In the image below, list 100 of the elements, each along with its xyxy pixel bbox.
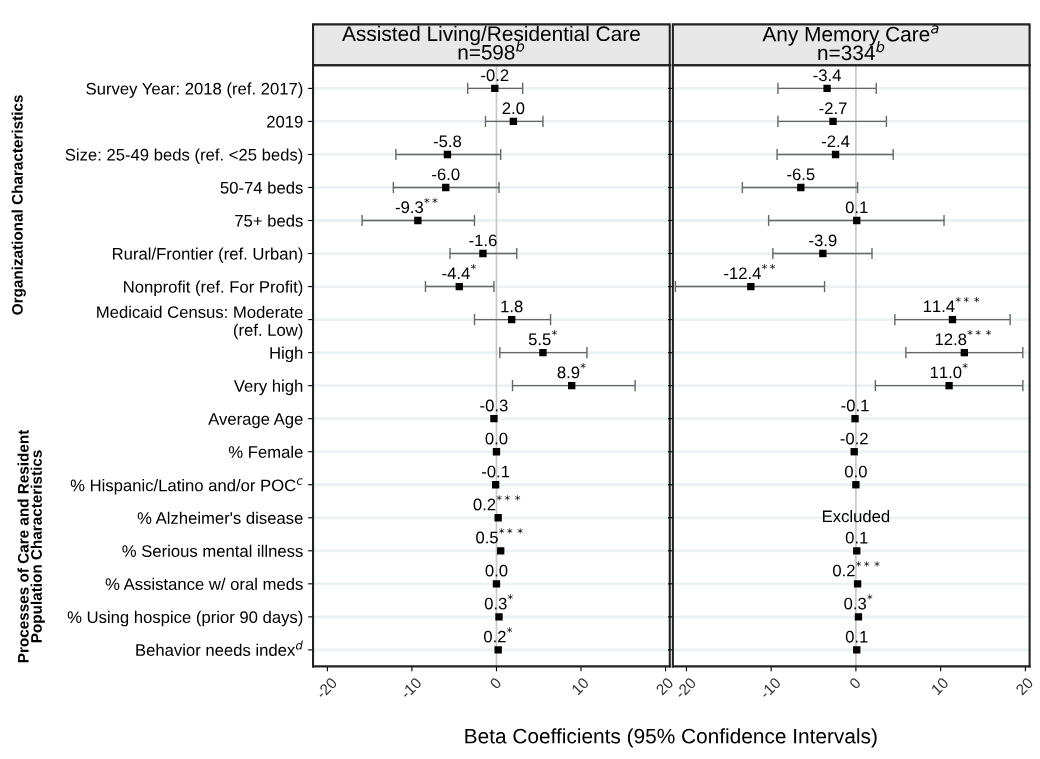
data-label: -9.3$^{**}$ <box>395 197 438 214</box>
point <box>853 580 862 588</box>
y-tick-label: Rural/Frontier (ref. Urban) <box>112 247 303 264</box>
data-label: 0.3$^{*}$ <box>844 594 873 610</box>
x-tick-label: 20 <box>655 676 675 696</box>
point <box>831 150 840 159</box>
y-tick-label: % Using hospice (prior 90 days) <box>67 610 303 627</box>
point <box>539 348 547 357</box>
data-label: 0.2$^{***}$ <box>833 561 880 577</box>
point <box>494 514 502 522</box>
point <box>509 117 518 126</box>
data-label: -0.2 <box>481 69 509 82</box>
data-label: -0.1 <box>482 465 510 478</box>
point <box>853 547 861 555</box>
point <box>829 117 837 126</box>
data-label: 8.9$^{*}$ <box>557 363 586 379</box>
x-axis-title: Beta Coefficients (95% Confidence Intervals) <box>465 728 877 748</box>
data-label: -2.7 <box>819 102 847 114</box>
point <box>491 84 499 93</box>
point <box>492 448 501 456</box>
point <box>819 249 827 258</box>
x-tick-label: 10 <box>571 676 590 696</box>
data-label: 11.0$^{*}$ <box>930 363 968 379</box>
text: Organizational Characteristics <box>11 95 26 315</box>
data-label: -2.4 <box>821 135 850 148</box>
text: Processes of Care and Resident Population Characteristics <box>17 429 45 663</box>
point <box>823 84 831 93</box>
data-label: 2.0 <box>502 102 525 115</box>
data-label: -0.2 <box>840 432 868 445</box>
y-tick-label: 2019 <box>267 115 303 128</box>
point <box>797 183 805 192</box>
point <box>945 381 953 390</box>
point <box>492 580 501 588</box>
data-label: -4.4$^{*}$ <box>442 263 476 280</box>
point <box>455 282 463 291</box>
chart-title: Assisted Living/Residential Care n=598$^{b}$ <box>342 25 640 60</box>
x-tick-label: 20 <box>1015 676 1034 696</box>
data-label: -3.9 <box>809 234 837 247</box>
y-tick-label: High <box>270 346 303 363</box>
x-tick-label: -20 <box>315 676 338 700</box>
point <box>495 613 503 621</box>
chart-title: Any Memory Care$^{a}$ n=334$^{b}$ <box>762 25 939 61</box>
x-tick-label: 10 <box>930 676 950 696</box>
data-label: -6.5 <box>787 168 815 181</box>
point <box>494 646 502 654</box>
data-label: -0.3 <box>480 399 508 412</box>
point <box>491 481 500 489</box>
point <box>479 249 487 258</box>
point <box>853 216 861 225</box>
x-tick-label: -10 <box>759 676 782 700</box>
point <box>747 282 755 291</box>
point <box>853 646 861 654</box>
data-label: 0.2$^{***}$ <box>473 495 521 511</box>
y-tick-label: Very high <box>233 379 303 396</box>
data-label: 0.2$^{*}$ <box>483 627 513 643</box>
y-tick-label: Survey Year: 2018 (ref. 2017) <box>86 82 303 98</box>
point <box>568 381 576 390</box>
data-label: 0.3$^{*}$ <box>484 594 513 610</box>
data-label: 11.4$^{***}$ <box>923 297 980 313</box>
y-tick-label: Average Age <box>208 413 303 429</box>
data-label: 0.0 <box>485 432 508 445</box>
x-tick-label: 0 <box>848 676 862 690</box>
y-tick-label: 75+ beds <box>235 214 303 227</box>
data-label: -3.4 <box>813 69 841 82</box>
point <box>960 348 969 357</box>
x-tick-label: -10 <box>399 676 423 700</box>
y-tick-label: Medicaid Census: Moderate (ref. Low) <box>97 305 303 340</box>
y-tick-label: % Assistance w/ oral meds <box>105 577 303 591</box>
data-label: 0.1 <box>845 630 868 643</box>
data-label: -12.4$^{**}$ <box>724 263 776 280</box>
data-label: 5.5$^{*}$ <box>528 330 557 346</box>
point <box>850 448 858 456</box>
data-label: -0.1 <box>841 399 869 412</box>
point <box>508 315 516 324</box>
y-tick-label: Nonprofit (ref. For Profit) <box>124 280 303 297</box>
data-label: 0.1 <box>845 201 868 214</box>
point <box>490 415 498 423</box>
data-label: -6.0 <box>432 168 460 181</box>
y-tick-label: Size: 25-49 beds (ref. <25 beds) <box>65 148 303 164</box>
x-tick-label: -20 <box>674 676 697 700</box>
point <box>948 315 957 324</box>
y-tick-label: % Hispanic/Latino and/or POC$^{c}$ <box>70 478 303 495</box>
point <box>854 613 863 621</box>
data-label: 0.1 <box>845 531 868 544</box>
y-tick-label: % Female <box>228 445 303 458</box>
data-label: -1.6 <box>469 234 497 247</box>
point <box>442 183 450 192</box>
point <box>852 481 860 489</box>
data-label: 0.5$^{***}$ <box>476 528 523 544</box>
data-label: 0.0 <box>485 564 508 577</box>
data-label: -5.8 <box>433 135 462 148</box>
point <box>414 216 422 225</box>
x-tick-label: 0 <box>489 676 502 690</box>
data-label: 1.8 <box>501 300 523 313</box>
y-tick-label: Behavior needs index$^{d}$ <box>136 640 303 656</box>
point <box>443 150 452 159</box>
point <box>497 547 505 555</box>
y-tick-label: % Serious mental illness <box>122 544 303 557</box>
y-tick-label: 50-74 beds <box>220 181 303 194</box>
y-tick-label: % Alzheimer's disease <box>137 511 303 524</box>
